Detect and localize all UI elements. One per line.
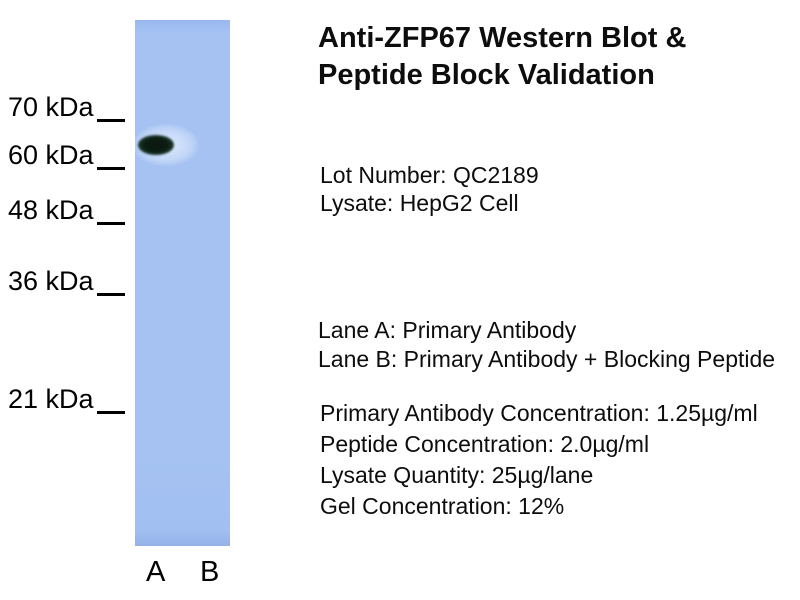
lane-a-letter: A (146, 556, 166, 588)
marker-tick (96, 167, 125, 170)
gel-concentration-text: Gel Concentration: 12% (320, 493, 565, 519)
protein-band-lane-a (138, 135, 174, 155)
mw-marker-label: 60 kDa (8, 140, 94, 170)
lot-number-text: Lot Number: QC2189 (320, 162, 539, 188)
lot-info-block: Lot Number: QC2189 Lysate: HepG2 Cell (320, 161, 539, 217)
lane-b-description: Lane B: Primary Antibody + Blocking Pept… (318, 346, 776, 372)
figure-title-line1: Anti-ZFP67 Western Blot & (318, 22, 687, 54)
mw-marker-label: 36 kDa (8, 266, 94, 296)
mw-marker-label: 70 kDa (8, 92, 94, 122)
figure-title: Anti-ZFP67 Western Blot & Peptide Block … (318, 20, 686, 94)
lysate-quantity-text: Lysate Quantity: 25µg/lane (320, 462, 594, 488)
mw-marker-48kda: 48 kDa (8, 195, 125, 226)
primary-antibody-concentration-text: Primary Antibody Concentration: 1.25µg/m… (320, 400, 758, 426)
mw-marker-60kda: 60 kDa (8, 140, 125, 171)
marker-tick (96, 293, 125, 296)
mw-marker-36kda: 36 kDa (8, 266, 125, 297)
conditions-block: Primary Antibody Concentration: 1.25µg/m… (320, 398, 758, 522)
mw-marker-label: 21 kDa (8, 384, 94, 414)
lysate-text: Lysate: HepG2 Cell (320, 190, 519, 216)
lane-a-description: Lane A: Primary Antibody (318, 317, 577, 343)
gel-lane-strip (135, 20, 230, 546)
marker-tick (96, 411, 125, 414)
mw-marker-70kda: 70 kDa (8, 92, 125, 123)
lane-descriptions-block: Lane A: Primary Antibody Lane B: Primary… (318, 316, 775, 374)
peptide-concentration-text: Peptide Concentration: 2.0µg/ml (320, 431, 650, 457)
marker-tick (96, 119, 125, 122)
mw-marker-21kda: 21 kDa (8, 384, 125, 415)
figure-title-line2: Peptide Block Validation (318, 59, 655, 91)
mw-marker-label: 48 kDa (8, 195, 94, 225)
lane-b-letter: B (200, 556, 220, 588)
marker-tick (96, 222, 125, 225)
